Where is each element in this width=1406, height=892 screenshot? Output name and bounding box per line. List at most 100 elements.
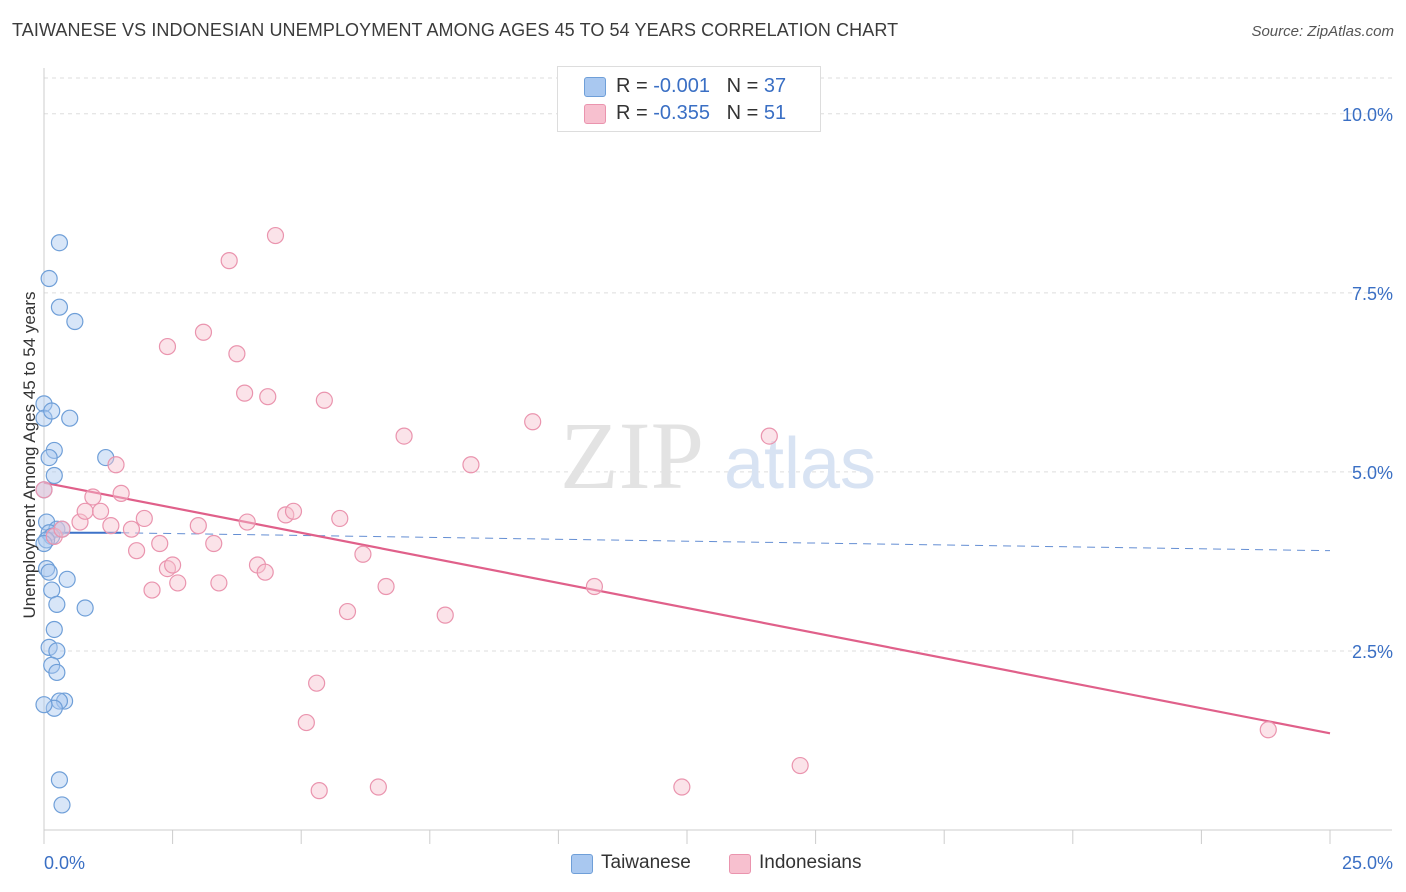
y-tick-label: 2.5%	[1352, 642, 1393, 662]
indonesian-swatch	[584, 104, 606, 124]
taiwanese-point	[35, 696, 53, 714]
indonesian-point	[91, 502, 110, 520]
indonesian-point	[238, 513, 256, 531]
indonesian-point	[585, 577, 604, 596]
taiwanese-point	[48, 663, 66, 682]
n-value: 37	[763, 75, 787, 97]
indonesian-point	[236, 384, 254, 402]
indonesian-swatch	[729, 854, 751, 874]
taiwanese-point	[48, 595, 66, 614]
taiwanese-swatch	[571, 854, 593, 874]
indonesian-point	[84, 488, 102, 506]
indonesian-point	[205, 534, 223, 553]
y-axis-label: Unemployment Among Ages 45 to 54 years	[20, 291, 39, 619]
indonesian-point	[122, 520, 141, 538]
n-label: N =	[726, 102, 764, 124]
indonesian-point	[53, 520, 71, 538]
indonesian-point	[436, 606, 454, 624]
n-value: 51	[763, 102, 787, 124]
taiwanese-point	[66, 312, 84, 331]
taiwanese-point	[50, 298, 69, 316]
taiwanese-point	[45, 620, 63, 639]
indonesian-point	[143, 581, 161, 599]
indonesian-point	[395, 427, 413, 445]
chart-title: TAIWANESE VS INDONESIAN UNEMPLOYMENT AMO…	[12, 20, 899, 40]
indonesian-point	[228, 345, 246, 363]
r-value: -0.355	[653, 102, 710, 124]
indonesian-point	[462, 456, 480, 474]
taiwanese-point	[45, 466, 63, 485]
indonesian-point	[102, 517, 120, 535]
x-tick-label: 25.0%	[1342, 853, 1393, 873]
watermark-atlas: atlas	[724, 424, 876, 504]
indonesian-point	[354, 545, 372, 563]
indonesian-point	[1259, 721, 1277, 739]
r-value: -0.001	[653, 75, 710, 97]
taiwanese-trend-extension	[121, 532, 1331, 552]
indonesian-point	[331, 509, 349, 528]
y-tick-label: 5.0%	[1352, 463, 1393, 483]
indonesian-point	[158, 337, 177, 356]
axes	[43, 68, 1392, 844]
indonesian-point	[189, 517, 207, 535]
taiwanese-point	[43, 581, 61, 599]
source-label: Source: ZipAtlas.com	[1251, 23, 1394, 40]
trend-lines	[43, 481, 1331, 735]
indonesian-point	[791, 756, 809, 775]
taiwanese-point	[45, 699, 63, 717]
indonesian-point	[310, 782, 328, 800]
indonesian-point	[369, 778, 387, 796]
taiwanese-point	[76, 599, 94, 617]
indonesian-point	[194, 323, 213, 341]
indonesian-point	[210, 574, 228, 592]
taiwanese-point	[53, 796, 71, 814]
indonesian-point	[308, 674, 326, 692]
correlation-legend: R = -0.001 N = 37 R = -0.355 N = 51	[557, 66, 821, 132]
indonesian-point	[107, 456, 125, 474]
indonesian-point	[284, 502, 303, 520]
taiwanese-point	[48, 642, 66, 660]
taiwanese-point	[50, 771, 69, 789]
grid-lines	[44, 77, 1392, 652]
taiwanese-point	[58, 570, 76, 588]
indonesian-point	[760, 427, 778, 445]
indonesian-point	[135, 509, 153, 528]
indonesian-point	[315, 391, 333, 409]
taiwanese-point	[61, 409, 79, 427]
indonesian-point	[76, 502, 94, 520]
indonesian-point	[297, 713, 315, 732]
indonesian-point	[164, 556, 182, 574]
x-tick-label: 0.0%	[44, 853, 85, 873]
taiwanese-point	[40, 269, 58, 288]
indonesian-point	[151, 534, 169, 553]
indonesian-point	[524, 413, 542, 431]
indonesian-point	[112, 484, 130, 502]
tick-labels: 2.5% 5.0% 7.5% 10.0% 0.0% 25.0%	[44, 105, 1393, 873]
indonesian-trend-line	[43, 481, 1331, 735]
data-points	[35, 226, 1277, 814]
indonesian-point	[266, 226, 285, 245]
indonesian-point	[673, 778, 691, 796]
taiwanese-point	[50, 234, 69, 252]
indonesian-point	[35, 481, 53, 499]
indonesian-point	[71, 513, 89, 531]
indonesian-point	[256, 563, 274, 581]
taiwanese-swatch	[584, 77, 606, 97]
legend-label: Indonesians	[759, 852, 862, 873]
indonesian-point	[377, 577, 395, 596]
legend-label: Taiwanese	[601, 852, 691, 873]
n-label: N =	[726, 75, 764, 97]
indonesian-point	[220, 252, 238, 270]
y-tick-label: 7.5%	[1352, 284, 1393, 304]
watermark: ZIP atlas	[560, 402, 876, 509]
indonesian-point	[127, 542, 146, 560]
r-label: R =	[616, 75, 654, 97]
taiwanese-point	[40, 563, 58, 581]
taiwanese-point	[43, 402, 61, 420]
indonesian-point	[169, 574, 187, 592]
indonesian-point	[338, 602, 357, 621]
watermark-zip: ZIP	[560, 402, 704, 509]
r-label: R =	[616, 102, 654, 124]
taiwanese-point	[40, 448, 58, 467]
